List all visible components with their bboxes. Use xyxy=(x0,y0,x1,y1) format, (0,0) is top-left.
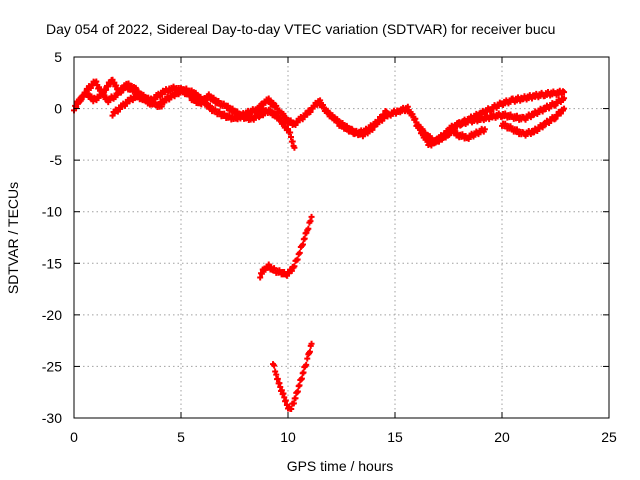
y-tick-label: -5 xyxy=(50,152,63,168)
data-point xyxy=(300,369,307,376)
data-point xyxy=(271,362,278,369)
x-tick-label: 0 xyxy=(70,429,78,445)
data-point xyxy=(296,382,303,389)
series-arc-n xyxy=(257,213,315,281)
y-tick-label: -30 xyxy=(42,410,62,426)
x-tick-label: 25 xyxy=(601,429,617,445)
series-arc-o xyxy=(270,340,315,413)
data-point xyxy=(308,213,315,220)
series-arc-h xyxy=(336,110,392,138)
data-point xyxy=(305,225,312,232)
series-arc-f xyxy=(252,95,324,129)
data-point xyxy=(561,105,568,112)
y-tick-label: -10 xyxy=(42,204,62,220)
data-point xyxy=(301,235,308,242)
data-point xyxy=(306,348,313,355)
data-point xyxy=(304,355,311,362)
data-point xyxy=(303,361,310,368)
data-point xyxy=(80,93,87,100)
data-point xyxy=(291,144,298,151)
data-point xyxy=(292,395,299,402)
y-tick-label: -25 xyxy=(42,358,62,374)
grid xyxy=(74,57,609,418)
y-tick-label: 0 xyxy=(54,101,62,117)
data-point xyxy=(171,93,178,100)
series-arc-e xyxy=(188,91,298,151)
x-tick-label: 5 xyxy=(177,429,185,445)
data-point xyxy=(561,89,568,96)
data-point xyxy=(412,115,419,122)
axis-ticks: 0 5 10 15 20 25 5 0 -5 -10 -15 -20 -25 -30 xyxy=(42,49,617,445)
data-point xyxy=(291,263,298,270)
data-point xyxy=(307,108,314,115)
data-point xyxy=(308,340,315,347)
data-point xyxy=(296,249,303,256)
x-axis-title: GPS time / hours xyxy=(287,458,394,474)
data-point xyxy=(288,406,295,413)
y-axis-title: SDTVAR / TECUs xyxy=(5,182,21,294)
data-point xyxy=(561,95,568,102)
data-series xyxy=(71,76,568,413)
chart-title: Day 054 of 2022, Sidereal Day-to-day VTE… xyxy=(46,21,555,37)
series-arc-l xyxy=(445,95,568,135)
plot-frame xyxy=(73,56,610,419)
y-tick-label: -20 xyxy=(42,307,62,323)
data-point xyxy=(481,126,488,133)
data-point xyxy=(294,256,301,263)
series-arc-m xyxy=(499,105,568,139)
x-tick-label: 10 xyxy=(280,429,296,445)
y-tick-label: -15 xyxy=(42,255,62,271)
data-point xyxy=(298,375,305,382)
data-point xyxy=(272,368,279,375)
data-point xyxy=(82,89,89,96)
data-point xyxy=(539,108,546,115)
data-point xyxy=(307,218,314,225)
y-tick-label: 5 xyxy=(54,49,62,65)
data-point xyxy=(282,397,289,404)
data-point xyxy=(304,111,311,118)
data-point xyxy=(273,102,280,109)
series-arc-c xyxy=(109,91,165,119)
x-tick-label: 15 xyxy=(387,429,403,445)
data-point xyxy=(285,126,291,133)
data-point xyxy=(539,124,546,131)
data-point xyxy=(294,388,301,395)
x-tick-label: 20 xyxy=(494,429,510,445)
data-point xyxy=(299,241,306,248)
